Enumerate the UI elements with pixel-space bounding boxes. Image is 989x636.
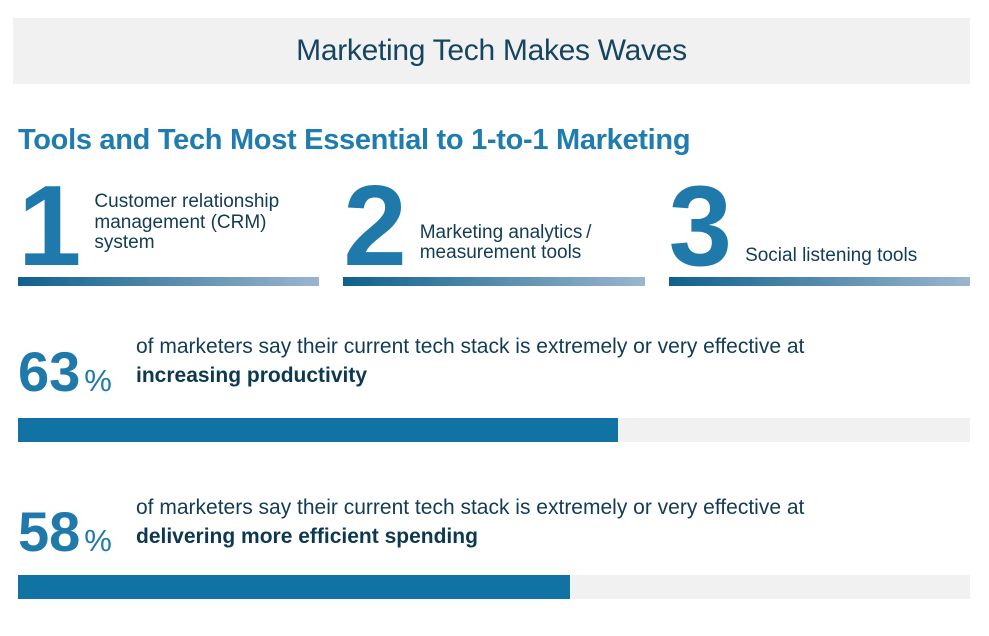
stat-block-spending: 58 % of marketers say their current tech… <box>18 495 970 599</box>
tool-label: Social listening tools <box>745 245 918 267</box>
tool-item-analytics: 2 Marketing analytics / measurement tool… <box>343 163 645 291</box>
progress-fill <box>18 575 571 599</box>
stat-percent-sign: % <box>84 523 112 559</box>
tool-gradient-bar <box>668 277 970 286</box>
stat-block-productivity: 63 % of marketers say their current tech… <box>18 334 970 442</box>
page-body: Tools and Tech Most Essential to 1-to-1 … <box>0 124 989 599</box>
page-title: Marketing Tech Makes Waves <box>296 34 687 67</box>
tool-gradient-bar <box>18 277 320 286</box>
stat-row: 63 % of marketers say their current tech… <box>18 334 970 403</box>
tool-rank: 3 <box>668 163 733 291</box>
tool-gradient-bar <box>343 277 645 286</box>
tool-label: Customer relationship management (CRM) s… <box>94 191 280 254</box>
tool-rank: 1 <box>18 163 82 291</box>
tool-item-crm: 1 Customer relationship management (CRM)… <box>18 163 320 291</box>
stat-description: of marketers say their current tech stac… <box>136 495 805 519</box>
stat-description: of marketers say their current tech stac… <box>136 335 805 358</box>
header-banner: Marketing Tech Makes Waves <box>13 18 970 84</box>
stat-row: 58 % of marketers say their current tech… <box>18 495 970 564</box>
tool-label: Marketing analytics / measurement tools <box>419 221 592 264</box>
stat-number: 63 % <box>18 339 136 403</box>
stat-highlight: delivering more efficient spending <box>136 524 478 548</box>
tool-item-main: 3 Social listening tools <box>668 163 970 291</box>
top-tools-list: 1 Customer relationship management (CRM)… <box>18 163 970 291</box>
progress-fill <box>18 417 618 442</box>
tool-item-social-listening: 3 Social listening tools <box>668 163 970 291</box>
tool-rank: 2 <box>343 163 407 291</box>
tool-item-main: 1 Customer relationship management (CRM)… <box>18 163 319 291</box>
stat-value: 58 <box>18 500 81 564</box>
progress-track <box>18 417 970 442</box>
stat-highlight: increasing productivity <box>136 364 368 388</box>
tool-item-main: 2 Marketing analytics / measurement tool… <box>343 163 644 291</box>
stat-number: 58 % <box>18 500 136 564</box>
progress-track <box>18 575 970 599</box>
stat-text: of marketers say their current tech stac… <box>136 334 804 395</box>
stat-percent-sign: % <box>84 362 112 398</box>
section-heading: Tools and Tech Most Essential to 1-to-1 … <box>18 124 691 156</box>
stat-value: 63 <box>18 339 81 403</box>
stat-text: of marketers say their current tech stac… <box>136 495 804 556</box>
